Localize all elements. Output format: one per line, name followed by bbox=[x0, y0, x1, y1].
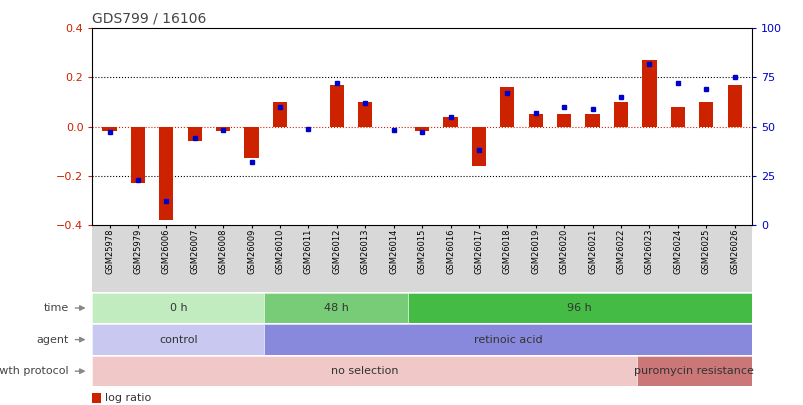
Bar bbox=[642, 60, 656, 126]
Text: GDS799 / 16106: GDS799 / 16106 bbox=[92, 12, 206, 26]
Bar bbox=[131, 126, 145, 183]
Text: puromycin resistance: puromycin resistance bbox=[634, 366, 753, 376]
Bar bbox=[244, 126, 259, 158]
Bar bbox=[499, 87, 514, 126]
Bar bbox=[613, 102, 627, 126]
Text: log ratio: log ratio bbox=[105, 393, 152, 403]
Text: 96 h: 96 h bbox=[567, 303, 591, 313]
Bar bbox=[102, 126, 116, 132]
Bar bbox=[471, 126, 486, 166]
Text: agent: agent bbox=[37, 335, 69, 345]
Bar bbox=[92, 394, 101, 403]
Text: 48 h: 48 h bbox=[324, 303, 349, 313]
Bar bbox=[727, 85, 741, 126]
Text: no selection: no selection bbox=[331, 366, 398, 376]
Bar bbox=[443, 117, 457, 126]
Bar bbox=[272, 102, 287, 126]
Bar bbox=[329, 85, 344, 126]
Text: control: control bbox=[159, 335, 198, 345]
Bar bbox=[159, 126, 173, 220]
Text: time: time bbox=[43, 303, 69, 313]
Bar bbox=[187, 126, 202, 141]
Text: growth protocol: growth protocol bbox=[0, 366, 69, 376]
Bar bbox=[556, 114, 571, 126]
Bar bbox=[699, 102, 712, 126]
Bar bbox=[670, 107, 684, 126]
Text: retinoic acid: retinoic acid bbox=[473, 335, 542, 345]
Bar bbox=[414, 126, 429, 132]
Bar bbox=[357, 102, 372, 126]
Bar bbox=[585, 114, 599, 126]
Bar bbox=[216, 126, 230, 132]
Bar bbox=[528, 114, 542, 126]
Text: 0 h: 0 h bbox=[169, 303, 187, 313]
